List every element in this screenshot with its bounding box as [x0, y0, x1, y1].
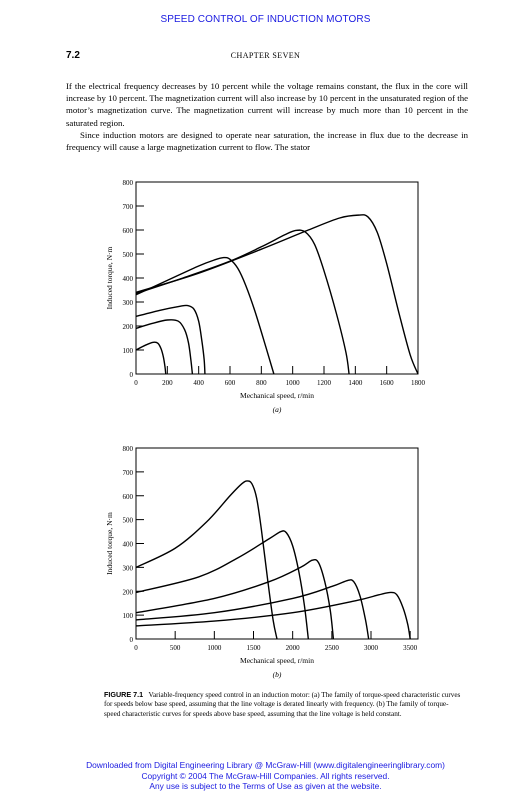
y-tick-label: 700 — [123, 203, 134, 211]
x-axis-label: Mechanical speed, r/min — [240, 391, 314, 400]
x-tick-label: 3000 — [364, 644, 379, 652]
y-tick-label: 300 — [123, 299, 134, 307]
torque-speed-curve-4 — [135, 256, 275, 375]
plot-frame — [135, 447, 419, 640]
x-tick-label: 800 — [256, 379, 267, 387]
x-tick-label: 1800 — [411, 379, 426, 387]
page-number: 7.2 — [66, 50, 80, 61]
x-tick-label: 1500 — [247, 644, 262, 652]
figure-caption: FIGURE 7.1 Variable-frequency speed cont… — [104, 690, 464, 719]
x-tick-label: 3500 — [403, 644, 418, 652]
chart-a: 0 100 200 300 400 500 600 700 800 0 200 400 600 800 10… — [105, 179, 426, 414]
figure-caption-text: Variable-frequency speed control in an i… — [104, 691, 461, 718]
x-tick-label: 0 — [134, 644, 138, 652]
x-tick-label: 400 — [193, 379, 204, 387]
y-tick-label: 200 — [123, 588, 134, 596]
torque-speed-curve-6 — [135, 214, 419, 375]
y-tick-label: 300 — [123, 564, 134, 572]
x-tick-label: 200 — [162, 379, 173, 387]
y-tick-label: 800 — [123, 445, 134, 453]
y-tick-label: 600 — [123, 227, 134, 235]
torque-speed-curve-1 — [135, 341, 167, 375]
torque-speed-curve-1 — [135, 480, 278, 640]
y-axis-label: Induced torque, N·m — [105, 512, 114, 575]
x-tick-label: 1000 — [207, 644, 222, 652]
paragraph-2: Since induction motors are designed to o… — [66, 129, 468, 153]
x-tick-label: 2000 — [286, 644, 301, 652]
panel-label: (a) — [273, 405, 282, 414]
torque-speed-curve-4 — [135, 579, 370, 640]
y-tick-label: 600 — [123, 493, 134, 501]
figure-caption-label: FIGURE 7.1 — [104, 690, 144, 699]
chart-b: 0 100 200 300 400 500 600 700 800 0 500 1000 1500 200… — [105, 445, 419, 679]
y-tick-label: 400 — [123, 541, 134, 549]
y-tick-label: 0 — [130, 371, 134, 379]
footer: Downloaded from Digital Engineering Libr… — [0, 760, 531, 792]
footer-line-3: Any use is subject to the Terms of Use a… — [149, 781, 382, 792]
y-tick-label: 500 — [123, 517, 134, 525]
x-axis-label: Mechanical speed, r/min — [240, 656, 314, 665]
x-tick-label: 500 — [170, 644, 181, 652]
chapter-title: CHAPTER SEVEN — [230, 51, 301, 60]
y-tick-label: 400 — [123, 275, 134, 283]
plot-frame — [135, 181, 419, 375]
y-tick-label: 800 — [123, 179, 134, 187]
torque-speed-curve-5 — [135, 591, 411, 640]
paragraph-1: If the electrical frequency decreases by… — [66, 81, 468, 128]
footer-line-2: Copyright © 2004 The McGraw-Hill Compani… — [141, 770, 390, 781]
footer-line-1[interactable]: Downloaded from Digital Engineering Libr… — [86, 760, 445, 770]
x-tick-label: 1200 — [317, 379, 332, 387]
x-tick-label: 1000 — [286, 379, 301, 387]
x-tick-label: 600 — [225, 379, 236, 387]
x-tick-label: 1400 — [348, 379, 363, 387]
x-tick-label: 1600 — [380, 379, 395, 387]
torque-speed-curve-2 — [135, 319, 194, 375]
y-axis-label: Induced torque, N·m — [105, 246, 114, 309]
panel-label: (b) — [273, 670, 282, 679]
torque-speed-curve-2 — [135, 530, 310, 640]
torque-speed-curve-3 — [135, 304, 206, 375]
torque-speed-curve-3 — [135, 558, 335, 640]
torque-speed-curve-5 — [135, 229, 350, 375]
x-tick-label: 0 — [134, 379, 138, 387]
y-tick-label: 100 — [123, 612, 134, 620]
x-tick-label: 2500 — [325, 644, 340, 652]
y-tick-label: 700 — [123, 469, 134, 477]
running-header: SPEED CONTROL OF INDUCTION MOTORS — [160, 14, 371, 25]
y-tick-label: 200 — [123, 323, 134, 331]
y-tick-label: 100 — [123, 347, 134, 355]
y-tick-label: 500 — [123, 251, 134, 259]
y-tick-label: 0 — [130, 636, 134, 644]
body-text: If the electrical frequency decreases by… — [66, 80, 468, 153]
